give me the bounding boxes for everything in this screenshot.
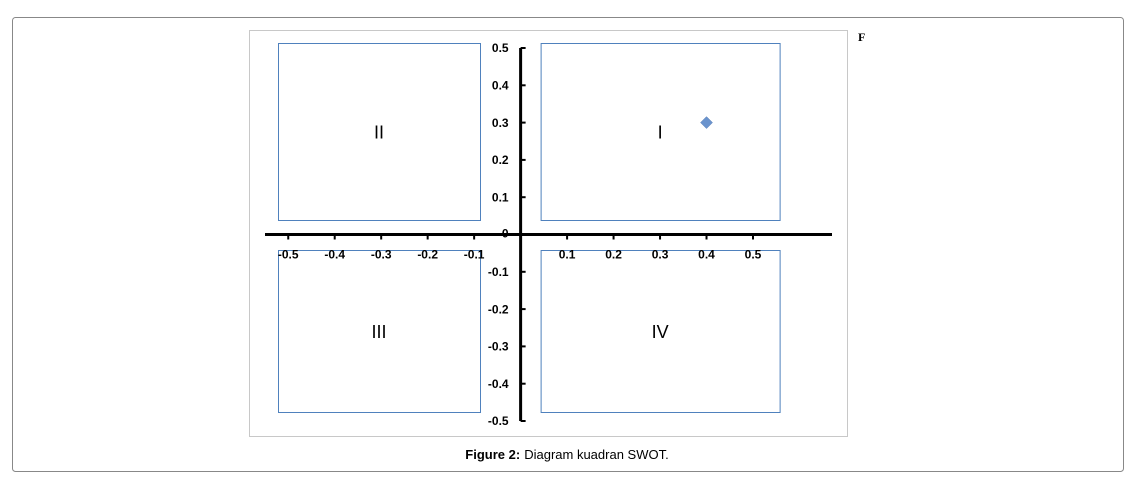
caption: Figure 2: Diagram kuadran SWOT. [465, 447, 668, 462]
quadrant-label: III [371, 322, 386, 342]
y-tick-label: -0.3 [488, 340, 509, 354]
caption-label: Figure 2: [465, 447, 520, 462]
y-tick-label: 0.4 [492, 78, 509, 92]
x-tick-label: 0.1 [559, 248, 576, 262]
y-tick-label: 0.3 [492, 116, 509, 130]
y-tick-label: -0.2 [488, 302, 509, 316]
y-tick-label: 0 [502, 227, 509, 241]
x-tick-label: 0.3 [652, 248, 669, 262]
y-tick-label: -0.5 [488, 414, 509, 428]
y-tick-label: 0.2 [492, 153, 509, 167]
x-tick-label: -0.3 [371, 248, 392, 262]
caption-text: Diagram kuadran SWOT. [524, 447, 669, 462]
quadrant-box [540, 250, 781, 413]
x-tick-label: -0.2 [417, 248, 438, 262]
quadrant-label: IV [652, 322, 669, 342]
x-tick-label: -0.4 [324, 248, 345, 262]
y-tick-label: 0.5 [492, 41, 509, 55]
y-tick-label: -0.4 [488, 377, 509, 391]
point [700, 116, 713, 129]
x-tick-label: 0.5 [745, 248, 762, 262]
x-tick-label: 0.2 [605, 248, 622, 262]
quadrant-box [278, 250, 481, 413]
quadrant-box [540, 43, 781, 221]
quadrant-box [278, 43, 481, 221]
y-tick-label: -0.1 [488, 265, 509, 279]
x-tick-label: -0.1 [464, 248, 485, 262]
y-tick-label: 0.1 [492, 190, 509, 204]
x-tick-label: 0.4 [698, 248, 715, 262]
x-tick-label: -0.5 [278, 248, 299, 262]
quadrant-label: II [374, 122, 384, 142]
quadrant-label: I [658, 122, 663, 142]
corner-mark: F [858, 30, 865, 44]
